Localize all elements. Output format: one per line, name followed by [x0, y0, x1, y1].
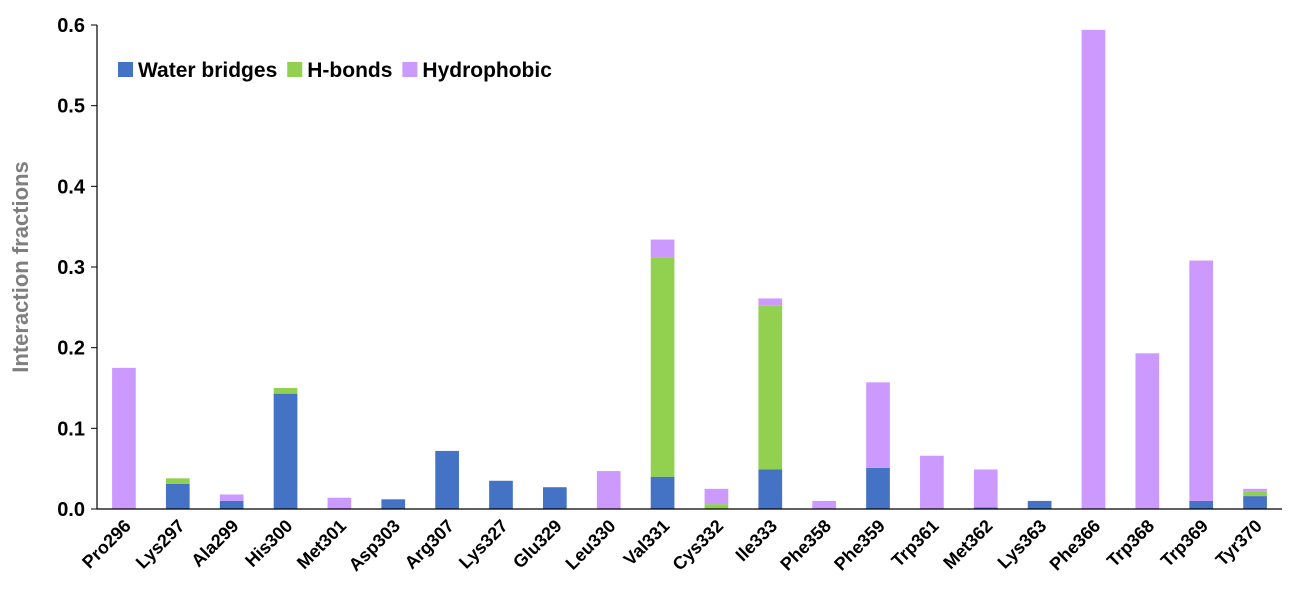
bar-segment	[273, 393, 298, 509]
x-tick-label: Lys297	[132, 516, 189, 573]
bar-segment	[219, 500, 244, 509]
bar-segment	[1027, 500, 1052, 509]
x-tick-label: Phe358	[776, 516, 835, 575]
y-tick-label: 0.3	[57, 257, 85, 279]
bar-segment	[596, 471, 621, 509]
bar-segment	[973, 469, 998, 508]
bar-segment	[920, 455, 944, 509]
y-tick-label: 0.2	[57, 338, 85, 360]
y-tick-label: 0.6	[57, 15, 85, 37]
bar-segment	[812, 500, 837, 509]
x-tick-label: Arg307	[401, 516, 458, 573]
bar-segment	[165, 483, 190, 509]
legend-label: H-bonds	[307, 59, 392, 82]
bar-segment	[381, 499, 406, 509]
x-tick-label: Leu330	[562, 516, 620, 574]
legend-label: Water bridges	[138, 59, 277, 82]
bar-segment	[219, 494, 244, 501]
x-tick-label: Glu329	[509, 516, 566, 573]
y-tick-label: 0.0	[57, 499, 85, 521]
y-tick-label: 0.1	[57, 418, 85, 440]
bar-segment	[1081, 29, 1106, 510]
legend-swatch	[118, 62, 133, 77]
bar-segment	[435, 450, 459, 509]
x-tick-label: Phe366	[1046, 516, 1105, 575]
bar-segment	[542, 487, 567, 509]
bar-segment	[866, 467, 890, 509]
x-tick-label: Lys363	[994, 516, 1051, 573]
bar-segment	[112, 367, 136, 509]
bar-segment	[758, 469, 783, 509]
x-tick-label: Cys332	[669, 516, 728, 575]
bar-segment	[704, 488, 729, 505]
legend-swatch	[402, 62, 418, 77]
x-tick-label: Phe359	[830, 516, 889, 575]
x-tick-label: Pro296	[78, 516, 135, 573]
bar-segment	[1135, 353, 1160, 509]
legend-swatch	[287, 62, 303, 77]
bar-segment	[650, 239, 675, 258]
y-tick-label: 0.5	[57, 96, 85, 118]
x-tick-label: Val331	[620, 516, 674, 570]
bar-segment	[650, 257, 675, 477]
bar-segment	[165, 478, 190, 484]
bar-segment	[327, 497, 352, 509]
bar-segment	[1243, 496, 1267, 509]
x-tick-label: Trp368	[1103, 516, 1158, 571]
bar-segment	[758, 305, 783, 470]
bar-segment	[704, 504, 729, 509]
x-tick-label: Met362	[939, 516, 996, 573]
x-tick-label: Tyr370	[1212, 516, 1266, 570]
bar-segment	[758, 298, 783, 306]
y-tick-label: 0.4	[57, 176, 86, 198]
bar-segment	[489, 480, 513, 509]
legend-label: Hydrophobic	[422, 59, 552, 82]
x-tick-label: Met301	[293, 516, 350, 573]
bar-segment	[273, 388, 298, 394]
bar-segment	[1189, 260, 1214, 501]
x-tick-label: Trp361	[888, 516, 943, 571]
bar-segment	[973, 507, 998, 509]
x-tick-label: Ala299	[187, 516, 242, 571]
bar-segment	[650, 476, 675, 509]
y-axis-title: Interaction fractions	[8, 161, 33, 372]
x-tick-label: Asp303	[345, 516, 404, 575]
x-tick-label: His300	[241, 516, 296, 571]
bar-segment	[866, 382, 890, 468]
x-tick-label: Ile333	[732, 516, 782, 566]
bar-segment	[1243, 491, 1267, 497]
x-tick-label: Lys327	[455, 516, 512, 573]
bar-segment	[1243, 488, 1267, 492]
x-tick-label: Trp369	[1157, 516, 1212, 571]
bar-segment	[1189, 500, 1214, 509]
